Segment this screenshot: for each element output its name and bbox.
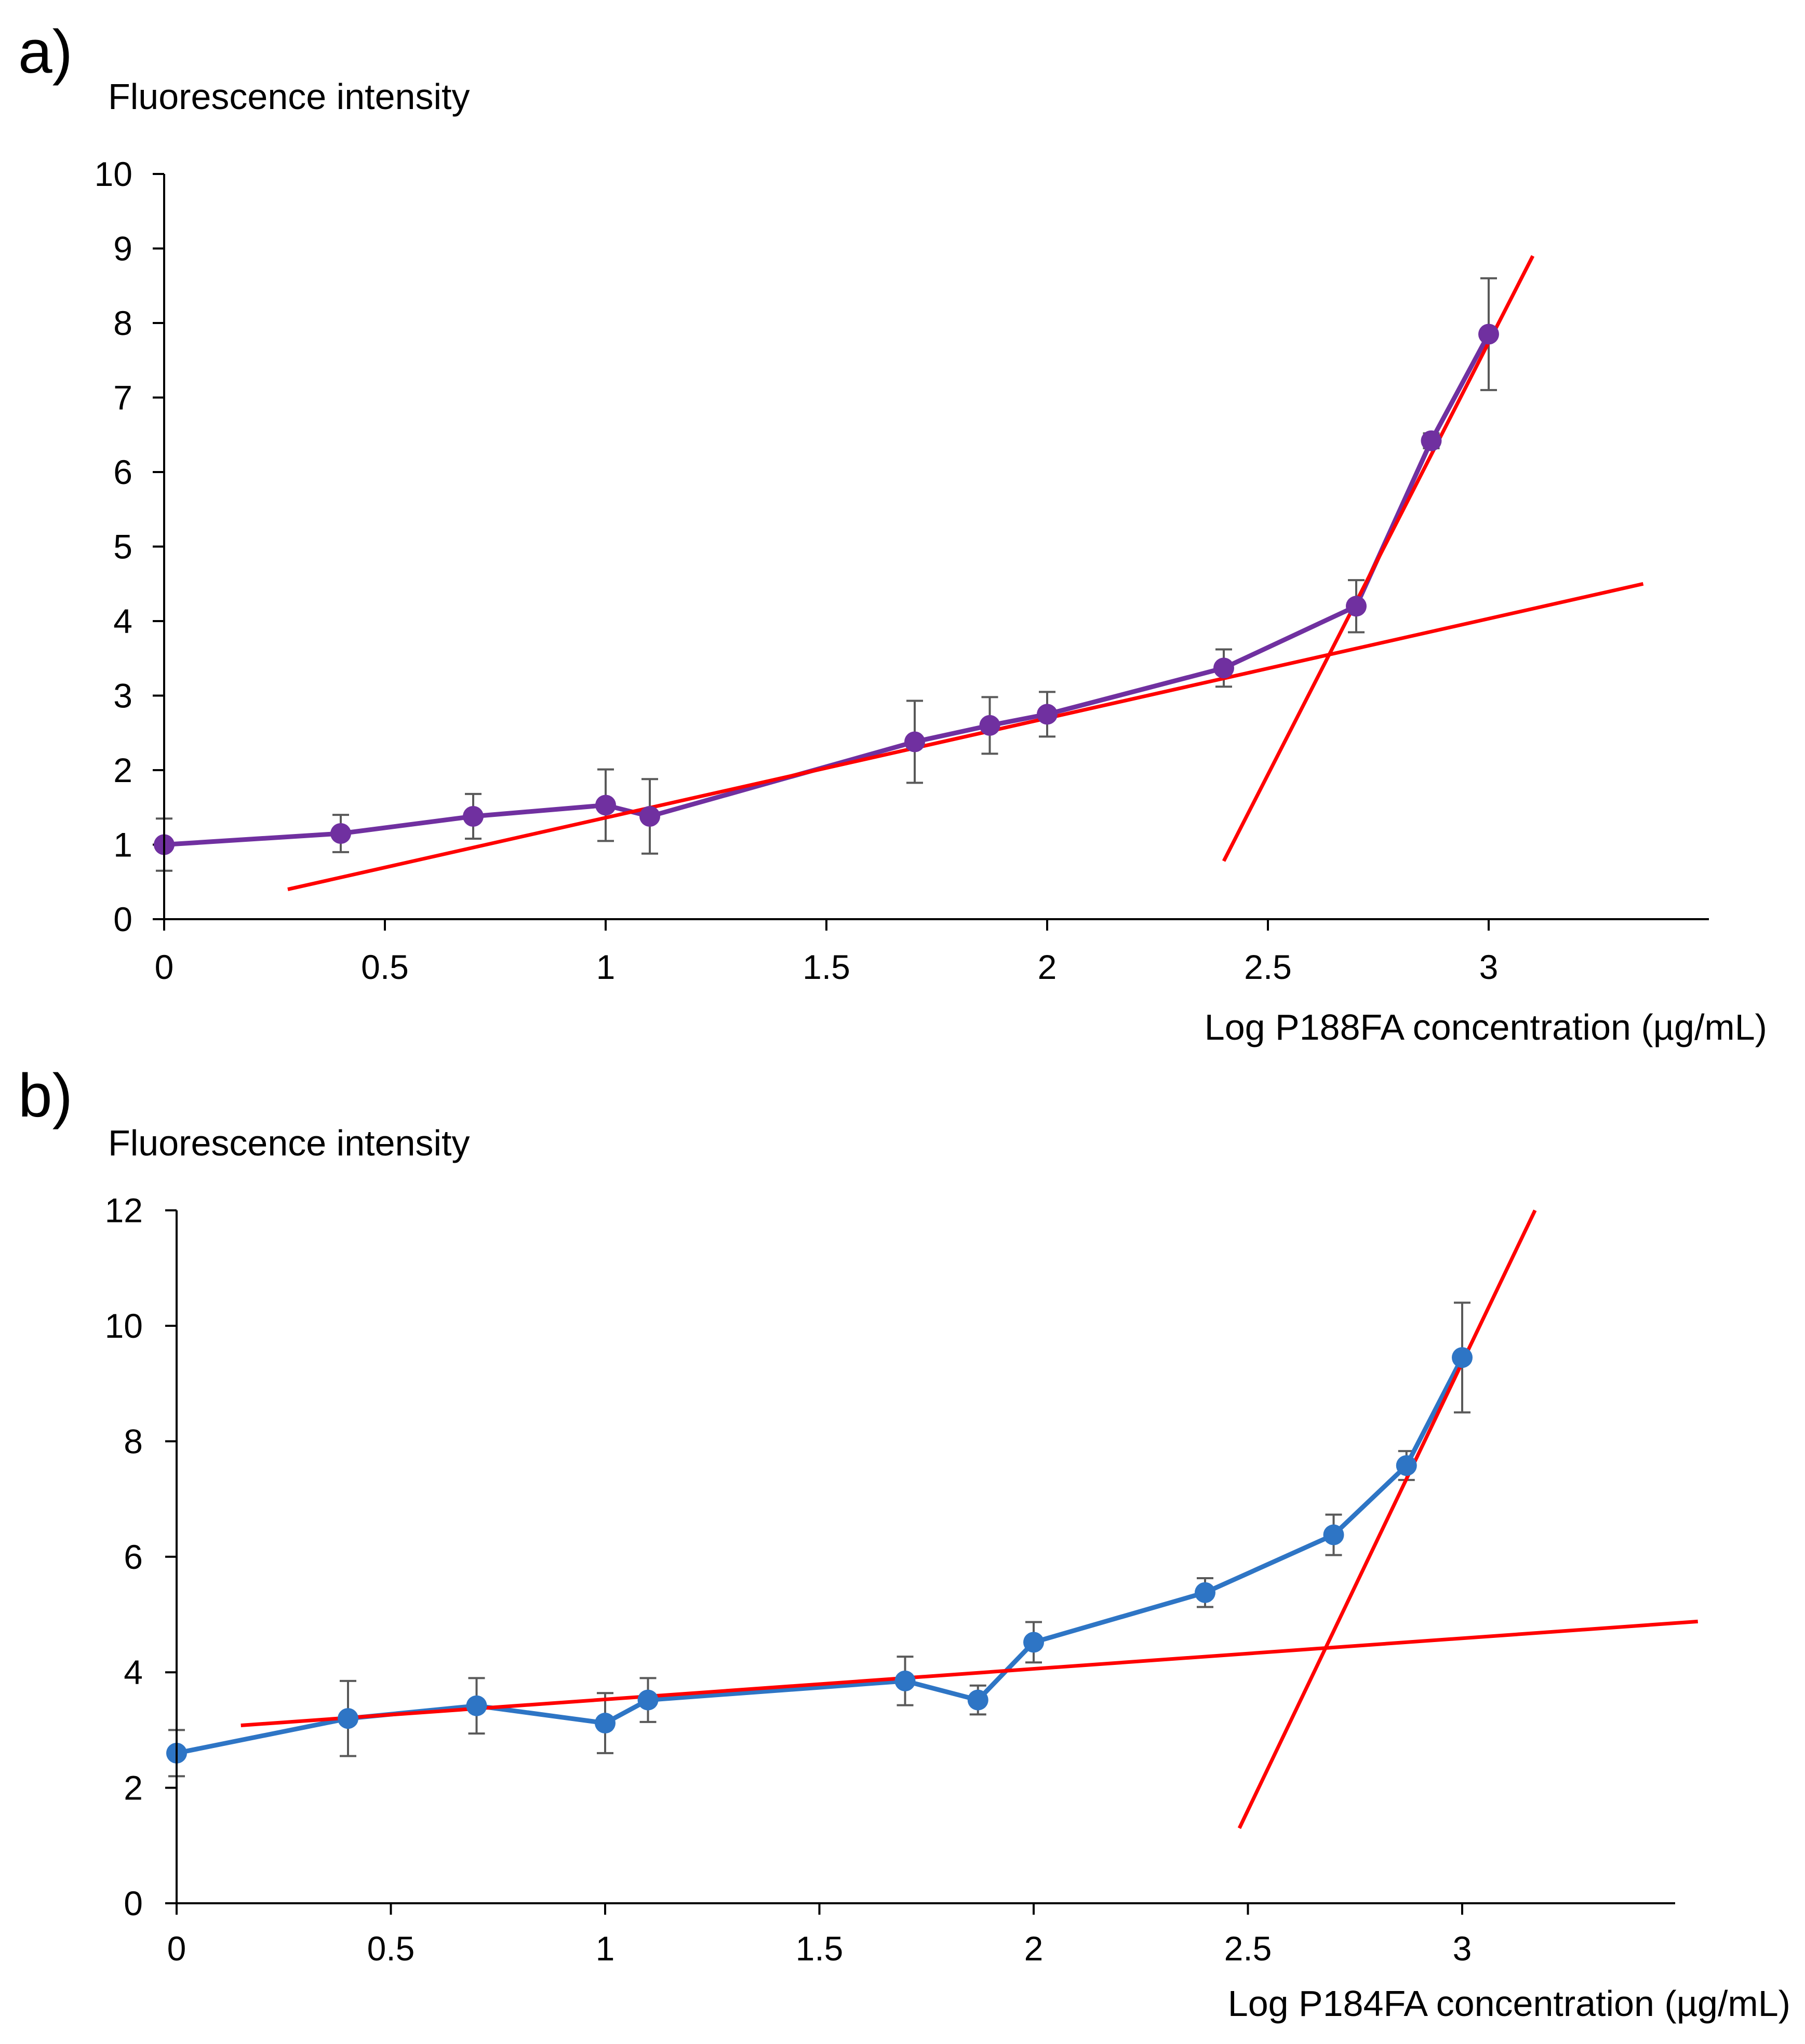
panel-b-data-point xyxy=(1195,1582,1215,1603)
panel-a-data-point xyxy=(595,795,616,816)
panel-a-data-point xyxy=(1213,657,1234,679)
panel-a-y-tick-label: 5 xyxy=(113,528,132,566)
panel-b-data-point xyxy=(637,1689,659,1711)
panel-b-trendline xyxy=(1237,1209,1537,1829)
panel-b-y-tick-label: 10 xyxy=(105,1307,143,1345)
panel-b-data-point xyxy=(466,1695,487,1716)
panel-a-y-tick-label: 3 xyxy=(113,677,132,715)
panel-a-x-tick-label: 2.5 xyxy=(1244,948,1292,986)
panel-a-y-tick-label: 0 xyxy=(113,900,132,938)
panel-a-data-point xyxy=(904,731,925,752)
panel-a-data-point xyxy=(639,805,660,827)
panel-b-y-tick-label: 0 xyxy=(124,1884,143,1922)
panel-b-x-tick-label: 0.5 xyxy=(367,1929,415,1968)
panel-a-y-tick-label: 10 xyxy=(95,155,132,193)
panel-b-y-tick-label: 8 xyxy=(124,1422,143,1460)
panel-a-x-tick-label: 0.5 xyxy=(361,948,409,986)
panel-a-data-point xyxy=(1346,596,1367,617)
panel-b-x-axis-title: Log P184FA concentration (µg/mL) xyxy=(1228,1983,1790,2024)
panel-a-error-bars xyxy=(156,277,1497,872)
panel-b-data-point xyxy=(338,1708,358,1729)
panel-b-y-axis-title: Fluorescence intensity xyxy=(108,1123,470,1163)
panel-a-data-point xyxy=(1478,324,1499,345)
panel-b: b) Fluorescence intensity Log P184FA con… xyxy=(18,1061,1790,2024)
panel-b-x-tick-label: 0 xyxy=(167,1929,186,1968)
panel-a-y-tick-label: 1 xyxy=(113,826,132,864)
panel-a-x-tick-label: 3 xyxy=(1479,948,1499,986)
panel-a-x-axis-title: Log P188FA concentration (µg/mL) xyxy=(1205,1007,1767,1047)
panel-b-data-point xyxy=(1396,1455,1417,1476)
panel-a: a) Fluorescence intensity Log P188FA con… xyxy=(18,18,1767,1047)
panel-a-y-tick-label: 9 xyxy=(113,230,132,268)
panel-a-y-tick-label: 4 xyxy=(113,602,132,640)
panel-b-series xyxy=(176,1356,1464,1756)
panel-a-points xyxy=(154,324,1499,855)
panel-b-axes xyxy=(176,1210,1675,1904)
panel-b-error-bars xyxy=(168,1301,1470,1778)
panel-b-points xyxy=(166,1347,1473,1764)
panel-b-data-point xyxy=(1323,1524,1344,1545)
panel-b-trendlines xyxy=(240,1209,1698,1829)
panel-b-data-point xyxy=(967,1689,988,1711)
panel-a-data-point xyxy=(1421,430,1442,451)
panel-a-y-tick-label: 2 xyxy=(113,751,132,789)
panel-b-y-tick-label: 2 xyxy=(124,1769,143,1807)
panel-b-x-tick-label: 3 xyxy=(1453,1929,1472,1968)
panel-a-x-tick-label: 0 xyxy=(155,948,174,986)
panel-a-trendlines xyxy=(287,255,1644,892)
panel-a-data-point xyxy=(463,805,484,827)
panel-a-data-point xyxy=(979,715,1000,736)
panel-b-data-point xyxy=(1023,1632,1044,1653)
panel-a-trendline xyxy=(287,582,1644,892)
panel-b-data-point xyxy=(894,1670,916,1691)
panel-a-y-tick-label: 6 xyxy=(113,453,132,491)
panel-b-label: b) xyxy=(18,1061,73,1130)
panel-a-ticks: 0 1 2 3 4 5 6 7 8 9 10 0 0.5 1 1.5 2 2.5 3 xyxy=(95,155,1499,986)
panel-a-data-point xyxy=(330,823,351,844)
panel-b-y-tick-label: 4 xyxy=(124,1653,143,1691)
panel-a-y-axis-title: Fluorescence intensity xyxy=(108,76,470,117)
panel-b-data-point xyxy=(1452,1347,1473,1368)
panel-a-x-tick-label: 2 xyxy=(1038,948,1057,986)
panel-b-x-tick-label: 1 xyxy=(596,1929,615,1968)
panel-b-x-tick-label: 1.5 xyxy=(796,1929,844,1968)
panel-a-x-tick-label: 1 xyxy=(596,948,616,986)
panel-a-axes xyxy=(163,174,1709,920)
panel-a-x-tick-label: 1.5 xyxy=(803,948,850,986)
panel-a-data-point xyxy=(1037,704,1058,725)
panel-b-x-tick-label: 2 xyxy=(1024,1929,1044,1968)
panel-a-label: a) xyxy=(18,18,73,86)
panel-b-data-point xyxy=(595,1713,616,1734)
panel-b-trendline xyxy=(240,1619,1698,1727)
panel-a-trendline xyxy=(1222,255,1535,862)
panel-b-y-tick-label: 12 xyxy=(105,1191,143,1230)
panel-b-y-tick-label: 6 xyxy=(124,1538,143,1576)
panel-b-ticks: 0 2 4 6 8 10 12 0 0.5 1 1.5 2 2.5 3 xyxy=(105,1191,1472,1968)
panel-b-x-tick-label: 2.5 xyxy=(1224,1929,1272,1968)
panel-a-y-tick-label: 8 xyxy=(113,304,132,342)
panel-a-y-tick-label: 7 xyxy=(113,379,132,417)
panel-b-series-line xyxy=(176,1356,1464,1756)
